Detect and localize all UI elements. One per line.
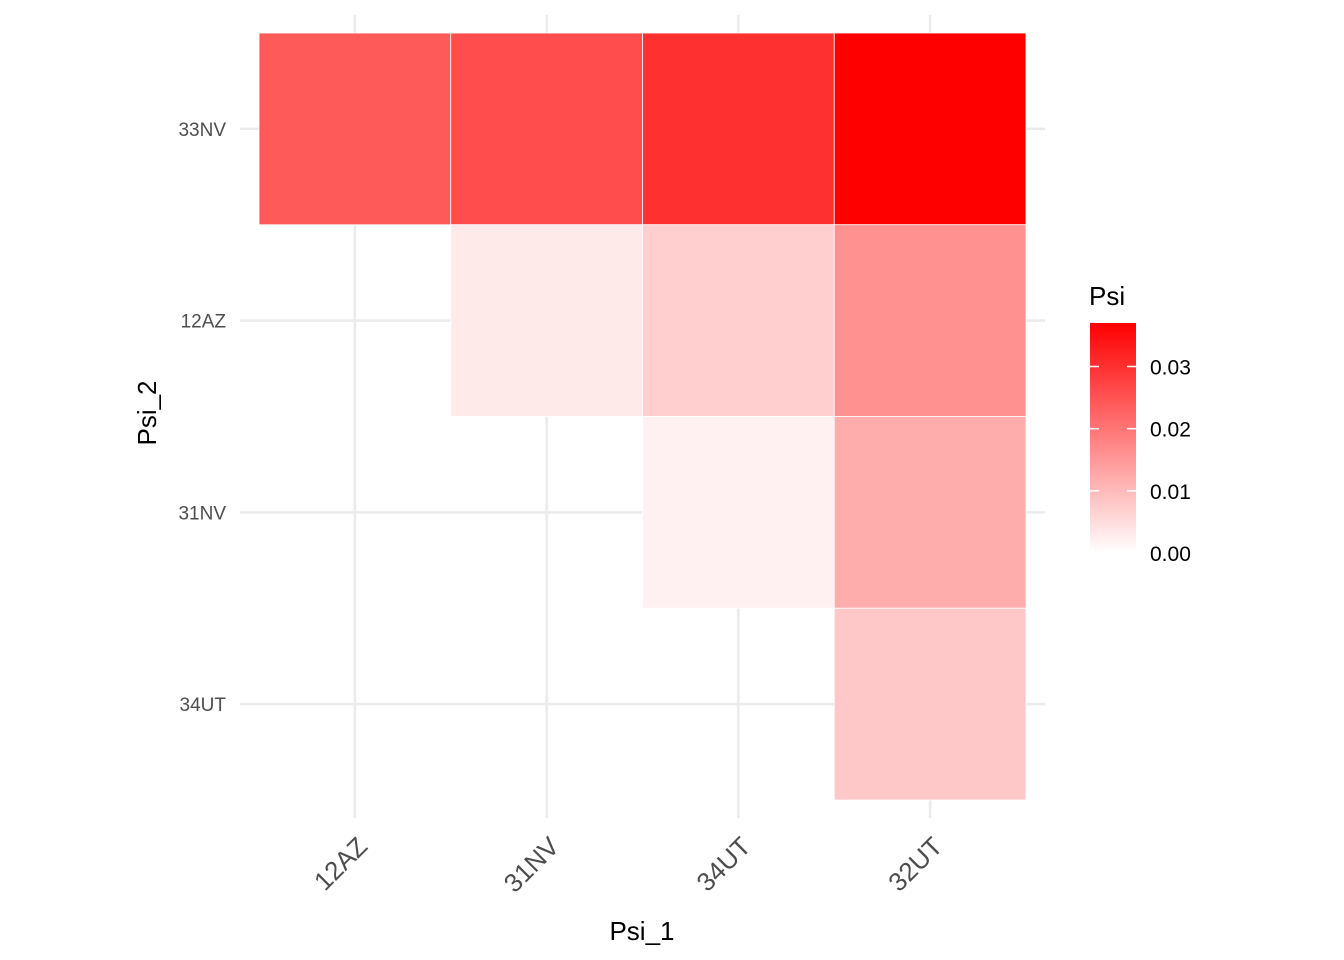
- y-axis-title: Psi_2: [132, 380, 162, 445]
- legend-label-0: 0.00: [1150, 543, 1191, 566]
- y-axis-ticks: 33NV 12AZ 31NV 34UT: [178, 120, 226, 716]
- legend-label-3: 0.03: [1150, 357, 1191, 380]
- heatmap-cell-31NV-33NV: [450, 32, 643, 226]
- x-tick-label-12AZ: 12AZ: [308, 831, 373, 896]
- color-legend: Psi 0.00 0.01 0.02 0.03: [1089, 281, 1191, 566]
- y-tick-label-33NV: 33NV: [178, 120, 226, 141]
- y-tick-label-12AZ: 12AZ: [181, 312, 227, 333]
- x-axis-ticks: 12AZ 31NV 34UT 32UT: [308, 831, 948, 899]
- heatmap-cell-32UT-31NV: [833, 416, 1027, 609]
- heatmap-cell-32UT-33NV: [833, 32, 1027, 226]
- x-axis-title: Psi_1: [609, 916, 674, 946]
- x-tick-label-34UT: 34UT: [690, 831, 756, 897]
- heatmap-cell-34UT-12AZ: [642, 224, 835, 417]
- y-tick-label-34UT: 34UT: [180, 695, 227, 716]
- legend-title: Psi: [1089, 281, 1125, 311]
- heatmap-cell-12AZ-33NV: [258, 32, 452, 226]
- y-tick-label-31NV: 31NV: [178, 503, 226, 524]
- heatmap-cells: [258, 32, 1027, 801]
- heatmap-cell-32UT-12AZ: [833, 224, 1027, 417]
- legend-label-2: 0.02: [1150, 419, 1191, 442]
- heatmap-cell-34UT-33NV: [642, 32, 835, 226]
- legend-colorbar: [1090, 323, 1136, 553]
- x-tick-label-31NV: 31NV: [498, 831, 566, 899]
- x-tick-label-32UT: 32UT: [882, 831, 948, 897]
- legend-label-1: 0.01: [1150, 481, 1191, 504]
- legend-ticks: 0.00 0.01 0.02 0.03: [1090, 357, 1191, 566]
- heatmap-cell-31NV-12AZ: [450, 224, 643, 417]
- heatmap-cell-32UT-34UT: [833, 607, 1027, 801]
- heatmap-cell-34UT-31NV: [642, 416, 835, 609]
